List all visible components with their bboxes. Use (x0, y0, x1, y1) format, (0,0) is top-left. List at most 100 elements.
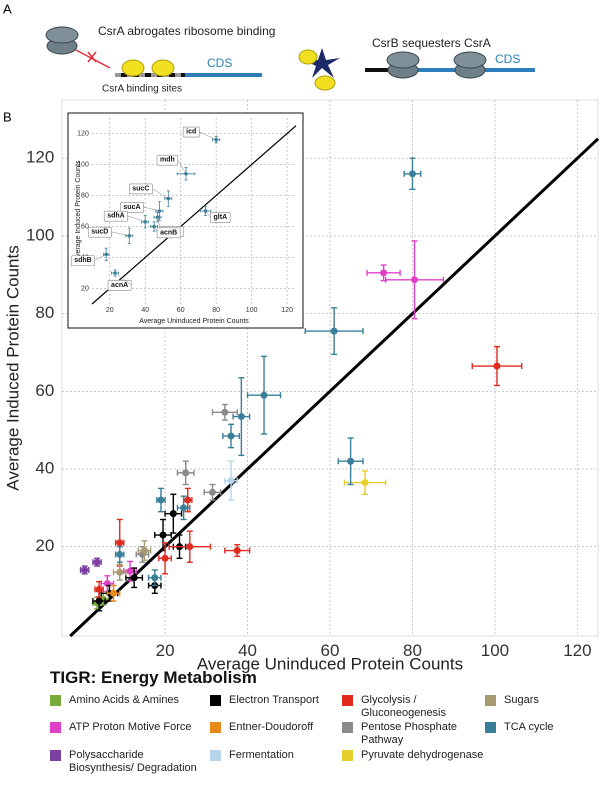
point (408, 170, 416, 178)
point (169, 510, 177, 518)
legend-item: TCA cycle (485, 721, 554, 734)
x-tick-label: 40 (141, 307, 149, 314)
point (227, 432, 235, 440)
label-leader (111, 231, 130, 237)
label-leader (94, 254, 107, 261)
legend-item: Entner-Doudoroff (210, 721, 313, 734)
point (126, 567, 134, 575)
point (157, 496, 165, 504)
point-label-box (103, 210, 129, 222)
point (140, 547, 148, 555)
point-label: sdhB (74, 257, 92, 264)
legend-swatch (50, 750, 61, 761)
point-label-box (182, 126, 200, 138)
x-tick-label: 120 (563, 641, 591, 660)
x-axis-title: Average Uninduced Protein Counts (197, 654, 463, 673)
inset-frame (67, 112, 304, 329)
diagram-caption: CsrB sequesters CsrA (372, 36, 491, 50)
point (347, 457, 355, 465)
point-label-box (107, 280, 132, 291)
y-axis-title: Average Induced Protein Counts (75, 160, 82, 262)
point (493, 362, 501, 370)
point (110, 589, 118, 597)
point-label-box (210, 212, 231, 223)
label-leader (177, 159, 187, 174)
point (237, 413, 245, 421)
point-label-box (120, 202, 144, 213)
point-label: icd (186, 129, 196, 136)
label-leader (205, 210, 211, 218)
point (95, 585, 103, 593)
point (116, 550, 124, 558)
legend-item: Glycolysis / Gluconeogenesis (342, 694, 491, 720)
point-label: acnA (111, 282, 128, 289)
legend-swatch (485, 695, 496, 706)
x-tick-label: 80 (403, 641, 422, 660)
legend-swatch (342, 722, 353, 733)
point-label: mdh (160, 157, 175, 164)
point (95, 597, 103, 605)
y-tick-label: 80 (35, 303, 54, 322)
point (221, 408, 229, 416)
label-leader (153, 226, 158, 233)
point (81, 566, 89, 574)
point-label: gltA (214, 214, 228, 221)
legend-swatch (210, 722, 221, 733)
panel-label: A (3, 1, 12, 16)
x-tick-label: 60 (177, 307, 185, 314)
point-label: sucC (132, 185, 149, 192)
x-tick-label: 100 (246, 307, 258, 314)
legend-label: Fermentation (229, 749, 294, 761)
point-label-box (70, 255, 95, 267)
diagram (45, 26, 535, 91)
point (208, 488, 216, 496)
point (182, 469, 190, 477)
point (180, 504, 188, 512)
point (260, 391, 268, 399)
y-tick-label: 120 (77, 130, 89, 137)
legend-item: Pentose Phosphate Pathway (342, 721, 491, 747)
legend-label: Pyruvate dehydrogenase (361, 749, 484, 761)
legend-swatch (210, 695, 221, 706)
legend-swatch (50, 695, 61, 706)
legend-label: Glycolysis / Gluconeogenesis (361, 694, 447, 719)
y-tick-label: 80 (81, 192, 89, 199)
x-tick-label: 80 (212, 307, 220, 314)
point-label-box (128, 183, 153, 195)
point (227, 477, 235, 485)
legend-label: Electron Transport (229, 694, 319, 706)
point (233, 547, 241, 555)
legend-label: Sugars (504, 694, 539, 706)
point (93, 558, 101, 566)
x-tick-label: 100 (481, 641, 509, 660)
legend-swatch (342, 695, 353, 706)
legend-item: Fermentation (210, 749, 294, 762)
legend-label: ATP Proton Motive Force (69, 721, 192, 733)
label-leader (127, 215, 146, 223)
point (411, 276, 419, 284)
y-tick-label: 40 (35, 458, 54, 477)
point-label: sucD (91, 229, 108, 236)
legend-label: Polysaccharide Biosynthesis/ Degradation (69, 749, 197, 774)
point (186, 543, 194, 551)
identity-line (69, 137, 600, 638)
legend-swatch (485, 722, 496, 733)
legend-label: Amino Acids & Amines (69, 694, 180, 706)
legend-title: TIGR: Energy Metabolism (50, 668, 257, 687)
label-leader (143, 206, 160, 212)
y-tick-label: 60 (81, 223, 89, 230)
cds-label: CDS (207, 56, 232, 70)
legend-swatch (210, 750, 221, 761)
label-leader (199, 131, 217, 140)
legend-swatch (342, 750, 353, 761)
y-tick-label: 60 (35, 381, 54, 400)
point-label: acnB (160, 229, 177, 236)
diagram-caption: CsrA abrogates ribosome binding (98, 24, 275, 38)
legend-label: TCA cycle (504, 721, 554, 733)
x-tick-label: 40 (238, 641, 257, 660)
legend-label: Entner-Doudoroff (229, 721, 314, 733)
label-leader (114, 272, 132, 286)
